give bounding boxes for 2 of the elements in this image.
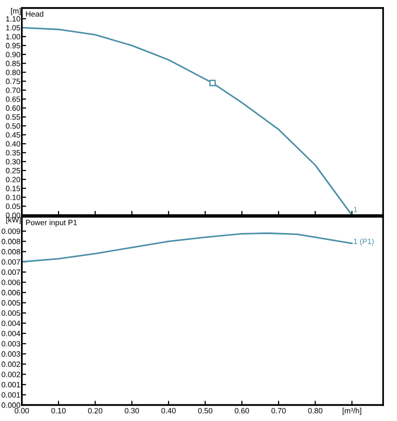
line-series (22, 26, 353, 216)
line-series (22, 232, 353, 263)
